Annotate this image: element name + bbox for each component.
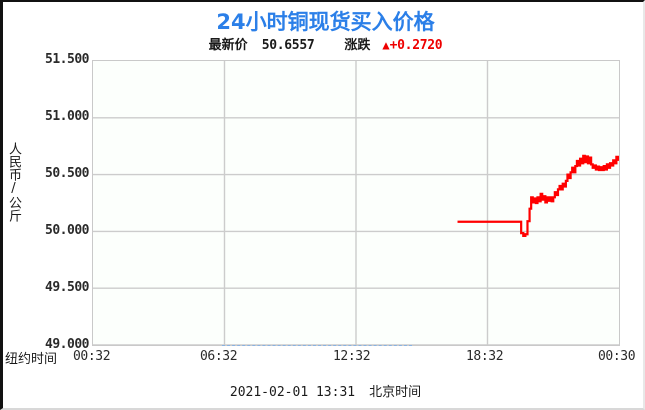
latest-price-value: 50.6557 — [261, 38, 315, 53]
change-up-arrow-icon: ▲ — [382, 38, 390, 52]
y-tick-label: 50.500 — [45, 166, 89, 181]
x-tick-label: 12:32 — [333, 349, 371, 364]
y-tick-label: 49.500 — [45, 280, 89, 295]
y-axis-title: 人民币/公斤 — [6, 142, 21, 222]
page-title: 24小时铜现货买入价格 — [216, 10, 435, 34]
price-line-chart — [93, 61, 619, 345]
price-line-series — [457, 154, 619, 238]
y-tick-label: 51.000 — [45, 109, 89, 124]
x-axis-title: 纽约时间 — [5, 352, 58, 367]
footer-timezone: 北京时间 — [369, 385, 422, 400]
change-label: 涨跌 — [344, 38, 371, 53]
footer-datetime: 2021-02-01 13:31 — [229, 385, 356, 400]
x-tick-label: 06:32 — [200, 349, 238, 364]
latest-price-label: 最新价 — [208, 38, 248, 53]
x-tick-label: 18:32 — [466, 349, 504, 364]
x-tick-label: 00:32 — [73, 349, 111, 364]
x-axis: 纽约时间 00:32 06:32 12:32 18:32 00:30 — [3, 348, 643, 368]
y-tick-label: 50.000 — [45, 223, 89, 238]
y-tick-label: 51.500 — [45, 52, 89, 67]
footer-timestamp-row: 2021-02-01 13:31 北京时间 — [3, 381, 643, 400]
gridlines — [93, 61, 619, 345]
x-tick-label: 00:30 — [598, 349, 636, 364]
y-tick-label: 49.000 — [45, 337, 89, 352]
quote-summary-row: 最新价 50.6557 涨跌 ▲+0.2720 — [3, 34, 643, 53]
bottom-range-marker — [222, 345, 412, 346]
plot-area — [92, 60, 620, 346]
y-axis: 人民币/公斤 51.500 51.000 50.500 50.000 49.50… — [3, 2, 90, 408]
change-value: +0.2720 — [389, 38, 443, 53]
